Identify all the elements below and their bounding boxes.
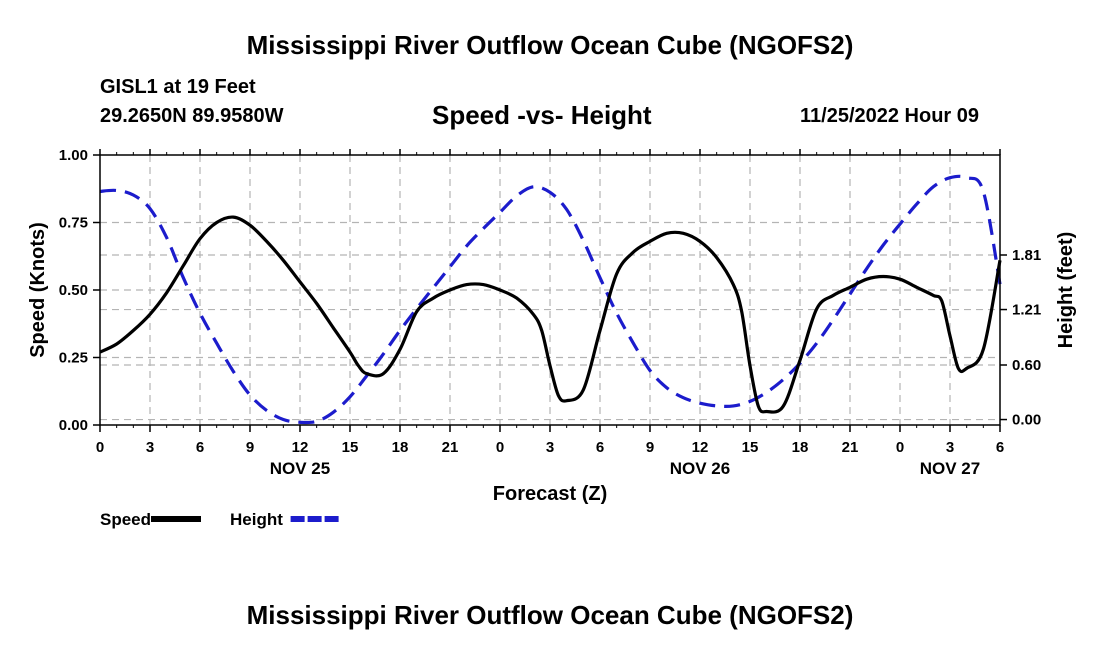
y-tick-label: 0.25 bbox=[59, 350, 88, 367]
y-tick-label: 1.00 bbox=[59, 147, 88, 164]
footer-title: Mississippi River Outflow Ocean Cube (NG… bbox=[246, 600, 854, 630]
x-tick-label: 6 bbox=[196, 439, 204, 456]
x-tick-label: 12 bbox=[292, 439, 309, 456]
x-tick-label: 0 bbox=[896, 439, 904, 456]
speed-height-chart: Forecast (Z) Speed (Knots) Height (feet)… bbox=[27, 147, 1077, 529]
axis-labels: Forecast (Z) Speed (Knots) Height (feet)… bbox=[27, 147, 1077, 505]
chart-subtitle: Speed -vs- Height bbox=[432, 100, 652, 130]
series-layer bbox=[99, 174, 1002, 425]
x-axis-label: Forecast (Z) bbox=[493, 483, 607, 505]
legend-label-height: Height bbox=[230, 510, 283, 529]
y-tick-label: 0.75 bbox=[59, 215, 88, 232]
legend-label-speed: Speed bbox=[100, 510, 151, 529]
x-tick-label: 0 bbox=[496, 439, 504, 456]
x-tick-label: 12 bbox=[692, 439, 709, 456]
y2-tick-label: 1.81 bbox=[1012, 247, 1041, 264]
x-tick-label: 18 bbox=[792, 439, 809, 456]
x-tick-label: 15 bbox=[342, 439, 359, 456]
y-tick-label: 0.00 bbox=[59, 417, 88, 434]
day-label: NOV 26 bbox=[670, 459, 730, 478]
y-tick-label: 0.50 bbox=[59, 282, 88, 299]
day-label: NOV 27 bbox=[920, 459, 980, 478]
x-tick-label: 18 bbox=[392, 439, 409, 456]
x-tick-label: 0 bbox=[96, 439, 104, 456]
y-axis-label: Speed (Knots) bbox=[27, 222, 49, 358]
speed-series-line bbox=[99, 215, 1002, 414]
x-tick-label: 3 bbox=[146, 439, 154, 456]
station-label: GISL1 at 19 Feet bbox=[100, 76, 256, 98]
height-series-line bbox=[99, 174, 1002, 425]
x-tick-label: 3 bbox=[546, 439, 554, 456]
x-tick-label: 9 bbox=[246, 439, 254, 456]
x-tick-label: 21 bbox=[842, 439, 859, 456]
x-tick-label: 9 bbox=[646, 439, 654, 456]
x-tick-label: 15 bbox=[742, 439, 759, 456]
forecast-datetime: 11/25/2022 Hour 09 bbox=[800, 105, 980, 127]
grid bbox=[100, 155, 1000, 425]
legend: Speed Height bbox=[100, 510, 341, 529]
coordinates-label: 29.2650N 89.9580W bbox=[100, 105, 284, 127]
y2-tick-label: 0.60 bbox=[1012, 357, 1041, 374]
y2-axis-label: Height (feet) bbox=[1055, 232, 1077, 349]
x-tick-label: 6 bbox=[596, 439, 604, 456]
x-tick-label: 21 bbox=[442, 439, 459, 456]
x-tick-label: 3 bbox=[946, 439, 954, 456]
day-label: NOV 25 bbox=[270, 459, 330, 478]
x-tick-label: 6 bbox=[996, 439, 1004, 456]
axes bbox=[93, 149, 1007, 432]
y2-tick-label: 1.21 bbox=[1012, 302, 1041, 319]
main-title: Mississippi River Outflow Ocean Cube (NG… bbox=[246, 30, 854, 60]
y2-tick-label: 0.00 bbox=[1012, 412, 1041, 429]
